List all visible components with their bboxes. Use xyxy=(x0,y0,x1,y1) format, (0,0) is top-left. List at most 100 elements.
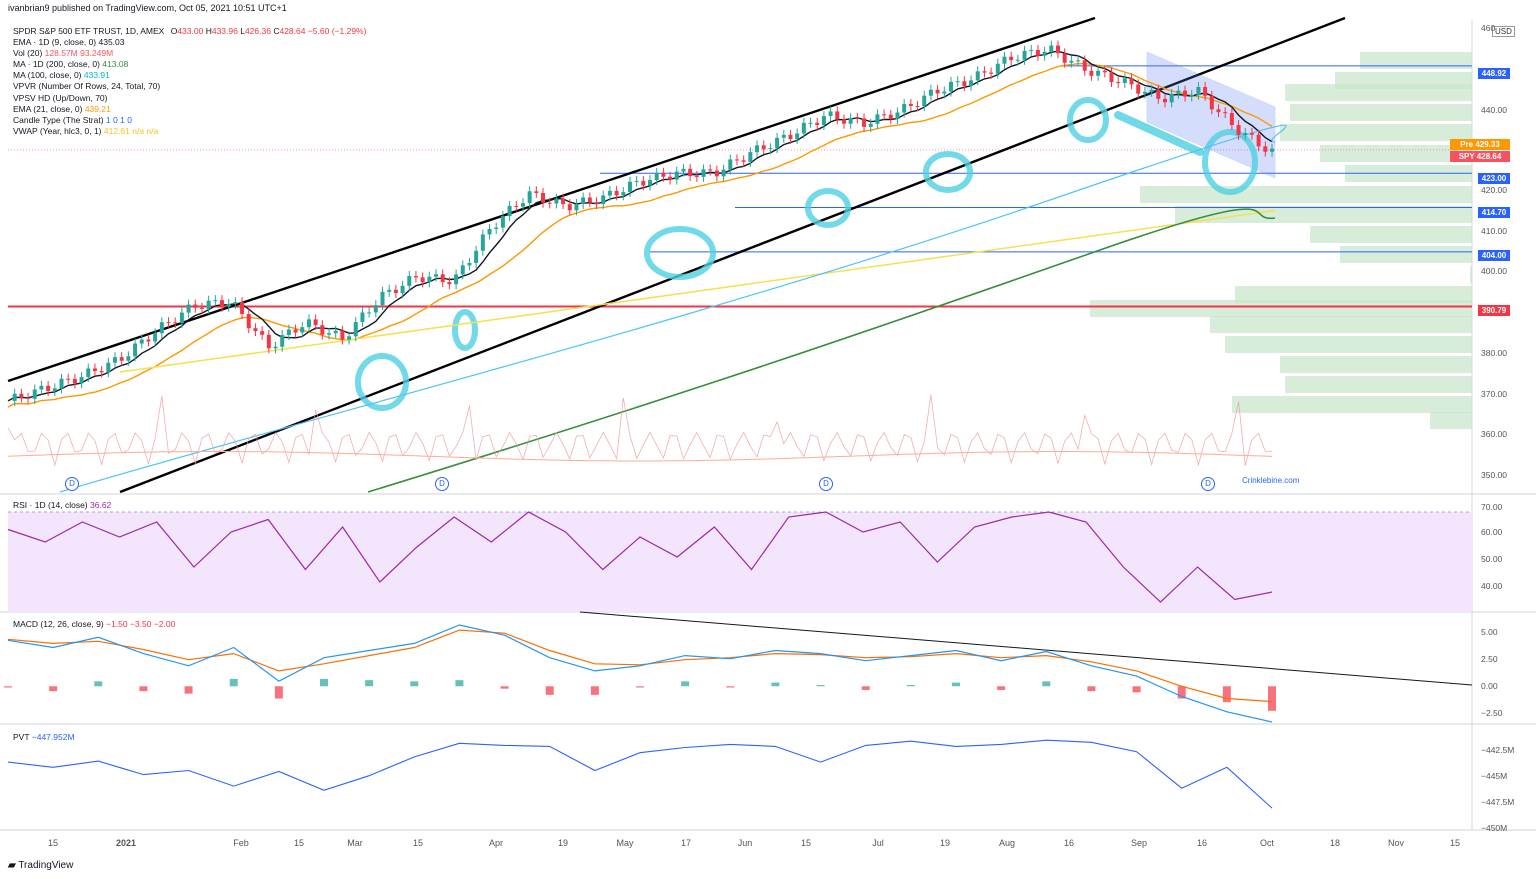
highlight-circle xyxy=(805,188,851,228)
time-tick-label: Jun xyxy=(737,838,753,848)
macd-line xyxy=(7,624,1273,723)
candle-body xyxy=(320,325,325,335)
candle-body xyxy=(407,276,412,286)
time-tick-label: Jul xyxy=(872,838,884,848)
candle-body xyxy=(527,191,532,204)
legend-symbol-row: SPDR S&P 500 ETF TRUST, 1D, AMEX O433.00… xyxy=(13,26,367,36)
candle-body xyxy=(741,160,746,162)
candle-body xyxy=(1136,84,1141,94)
price-badge: 414.70 xyxy=(1478,207,1510,218)
legend-indicator-row: VWAP (Year, hlc3, 0, 1) 412.61 n/a n/a xyxy=(13,126,366,137)
candle-body xyxy=(928,89,933,96)
candle-body xyxy=(1183,90,1188,97)
time-tick-label: Mar xyxy=(347,838,363,848)
time-tick-label: 16 xyxy=(1063,838,1075,848)
highlight-circle xyxy=(1067,97,1109,143)
macd-histogram-bar xyxy=(274,686,283,699)
volume-profile-bar xyxy=(1225,336,1472,353)
volume-profile-bar xyxy=(1290,104,1472,121)
candle-body xyxy=(380,291,385,306)
rsi-tick-label: 70.00 xyxy=(1481,502,1503,512)
candle-body xyxy=(106,362,111,373)
time-tick-label: 15 xyxy=(1449,838,1461,848)
macd-histogram-bar xyxy=(816,685,825,687)
macd-histogram-bar xyxy=(94,681,103,687)
macd-histogram-bar xyxy=(726,686,735,688)
candle-body xyxy=(500,216,505,228)
candle-body xyxy=(507,205,512,217)
macd-histogram-bar xyxy=(320,678,328,687)
pvt-line xyxy=(7,739,1273,809)
candle-body xyxy=(293,329,298,333)
candle-body xyxy=(1089,70,1094,76)
legend-indicator-label: VWAP (Year, hlc3, 0, 1) xyxy=(13,125,104,136)
candle-body xyxy=(92,368,97,372)
price-tick-label: 440.00 xyxy=(1481,105,1507,115)
candle-body xyxy=(1196,86,1201,95)
legend-indicator-label: EMA · 1D (9, close, 0) xyxy=(13,37,99,48)
volume-profile-bar xyxy=(1175,206,1472,223)
macd-tick-label: 0.00 xyxy=(1481,681,1498,691)
candle-body xyxy=(72,378,77,384)
time-tick-label: 18 xyxy=(1329,838,1341,848)
candle-body xyxy=(467,262,472,266)
volume-profile-bar xyxy=(1280,356,1472,373)
published-by: ivanbrian9 published on TradingView.com,… xyxy=(8,3,287,13)
candle-body xyxy=(387,289,392,292)
candle-body xyxy=(875,114,880,124)
candle-body xyxy=(668,176,673,180)
candle-body xyxy=(1229,113,1234,126)
candle-body xyxy=(1169,93,1174,103)
tradingview-logo[interactable]: ▰ TradingView xyxy=(8,860,73,871)
candle-body xyxy=(280,335,285,347)
candle-body xyxy=(99,371,104,373)
dividend-icon[interactable]: D xyxy=(65,477,79,491)
highlight-circle xyxy=(355,353,409,411)
rsi-tick-label: 40.00 xyxy=(1481,581,1503,591)
candle-body xyxy=(621,192,626,196)
candle-body xyxy=(634,180,639,182)
candle-body xyxy=(821,116,826,126)
candle-body xyxy=(447,282,452,285)
candle-body xyxy=(942,91,947,94)
pvt-title-text: PVT xyxy=(13,732,30,742)
dividend-icon[interactable]: D xyxy=(1201,477,1215,491)
volume-profile-bar xyxy=(1320,145,1472,162)
candle-body xyxy=(340,330,345,340)
candle-body xyxy=(440,274,445,283)
macd-histogram-bar xyxy=(1132,686,1141,693)
candle-body xyxy=(113,357,118,363)
candle-body xyxy=(902,103,907,113)
highlight-arrow xyxy=(1114,111,1204,156)
macd-histogram-bar xyxy=(500,686,509,689)
candle-body xyxy=(186,304,191,313)
price-badge: 448.92 xyxy=(1478,68,1510,79)
candle-body xyxy=(828,111,833,117)
dividend-icon[interactable]: D xyxy=(435,477,449,491)
time-tick-label: 19 xyxy=(939,838,951,848)
candle-body xyxy=(641,180,646,186)
currency-label[interactable]: USD xyxy=(1492,26,1515,37)
candle-body xyxy=(347,336,352,340)
macd-histogram-bar xyxy=(861,686,870,690)
candle-body xyxy=(193,304,198,308)
candle-body xyxy=(761,145,766,150)
dividend-icon[interactable]: D xyxy=(819,477,833,491)
candle-body xyxy=(393,289,398,294)
legend-indicator-row: MA (100, close, 0) 433.91 xyxy=(13,70,366,81)
ma100-line xyxy=(59,124,1287,493)
candle-body xyxy=(969,80,974,87)
macd-trendline xyxy=(579,611,1473,686)
candle-body xyxy=(1149,89,1154,92)
candle-body xyxy=(1015,59,1020,61)
candle-body xyxy=(989,72,994,74)
highlight-circle xyxy=(644,226,716,280)
rsi-tick-label: 60.00 xyxy=(1481,527,1503,537)
time-tick-label: Apr xyxy=(488,838,504,848)
candle-body xyxy=(79,377,84,384)
candle-body xyxy=(755,145,760,153)
legend-indicator-label: VPVR (Number Of Rows, 24, Total, 70) xyxy=(13,81,161,92)
legend-indicator-row: EMA (21, close, 0) 439.21 xyxy=(13,104,366,115)
